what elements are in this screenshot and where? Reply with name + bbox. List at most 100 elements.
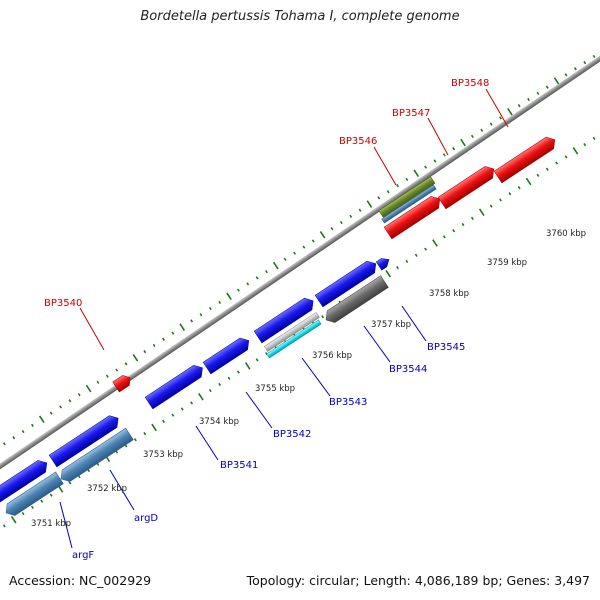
minor-tick xyxy=(12,436,16,440)
major-tick xyxy=(478,208,485,217)
scale-label-3760: 3760 kbp xyxy=(546,229,586,239)
gene-arrow[interactable] xyxy=(0,457,51,504)
minor-tick xyxy=(133,438,137,442)
major-tick xyxy=(38,415,45,424)
accession-label: Accession: NC_002929 xyxy=(9,573,152,588)
feature-silver[interactable] xyxy=(264,312,320,352)
gene-arrow-reverse[interactable] xyxy=(322,275,389,326)
gene-label-bp3540[interactable]: BP3540 xyxy=(44,298,82,309)
gene-arrow[interactable] xyxy=(253,295,317,344)
minor-tick xyxy=(255,276,259,280)
minor-tick xyxy=(452,229,456,233)
minor-tick xyxy=(592,136,596,141)
minor-tick xyxy=(124,362,128,366)
gene-arrow-reverse[interactable] xyxy=(2,471,64,519)
minor-tick xyxy=(461,222,465,227)
minor-tick xyxy=(77,393,81,397)
scale-label-3758: 3758 kbp xyxy=(429,289,469,299)
minor-tick xyxy=(162,419,165,423)
minor-tick xyxy=(321,315,325,319)
major-tick xyxy=(385,269,392,278)
minor-tick xyxy=(508,192,512,196)
minor-tick xyxy=(68,481,72,485)
minor-tick xyxy=(339,220,343,225)
gene-bp3546[interactable] xyxy=(383,193,444,240)
scale-label-3752: 3752 kbp xyxy=(87,484,127,494)
minor-tick xyxy=(489,204,493,208)
gene-arrow[interactable] xyxy=(144,362,206,410)
major-tick xyxy=(272,261,279,270)
minor-tick xyxy=(21,429,25,434)
gene-label-bp3543[interactable]: BP3543 xyxy=(329,397,367,408)
minor-tick xyxy=(31,505,34,510)
minor-tick xyxy=(517,104,521,108)
scale-label-3753: 3753 kbp xyxy=(143,450,183,460)
minor-tick xyxy=(424,165,428,169)
feature-olive[interactable] xyxy=(378,176,436,218)
minor-tick xyxy=(218,300,222,305)
gene-bp3540[interactable] xyxy=(112,373,134,393)
minor-tick xyxy=(143,431,147,436)
gene-bp3548[interactable] xyxy=(493,134,559,184)
minor-tick xyxy=(414,253,418,257)
gene-label-argf[interactable]: argF xyxy=(72,550,94,561)
major-tick xyxy=(413,169,420,178)
gene-label-bp3542[interactable]: BP3542 xyxy=(273,429,311,440)
major-tick xyxy=(553,77,560,85)
minor-tick xyxy=(405,259,409,264)
minor-tick xyxy=(564,73,568,77)
gene-bp3547[interactable] xyxy=(437,163,498,210)
minor-tick xyxy=(162,337,165,341)
feature-cyan[interactable] xyxy=(266,319,322,359)
minor-tick xyxy=(499,198,502,202)
minor-tick xyxy=(358,208,362,212)
major-tick xyxy=(179,323,186,331)
gene-arrow[interactable] xyxy=(375,255,392,271)
minor-tick xyxy=(236,288,240,292)
minor-tick xyxy=(68,399,72,403)
minor-tick xyxy=(31,423,34,428)
outer-tick-track xyxy=(2,54,596,446)
minor-tick xyxy=(396,265,399,270)
blue-leader-lines xyxy=(59,305,427,549)
minor-tick xyxy=(470,216,474,221)
minor-tick xyxy=(143,349,147,354)
minor-tick xyxy=(536,173,540,177)
minor-tick xyxy=(583,142,587,147)
scale-label-3759: 3759 kbp xyxy=(487,258,527,268)
gene-label-bp3547[interactable]: BP3547 xyxy=(392,108,430,119)
gene-arrow[interactable] xyxy=(314,258,380,308)
minor-tick xyxy=(255,358,259,362)
gene-label-bp3545[interactable]: BP3545 xyxy=(427,342,465,353)
major-tick xyxy=(460,138,466,147)
minor-tick xyxy=(2,524,6,528)
gene-arrow-reverse[interactable] xyxy=(57,427,134,485)
minor-tick xyxy=(527,97,530,102)
gene-label-bp3548[interactable]: BP3548 xyxy=(451,78,489,89)
minor-tick xyxy=(199,313,203,317)
minor-tick xyxy=(190,319,194,323)
gene-label-bp3541[interactable]: BP3541 xyxy=(220,460,258,471)
gene-label-bp3544[interactable]: BP3544 xyxy=(389,364,427,375)
major-tick xyxy=(10,515,17,524)
genome-backbone xyxy=(0,39,600,483)
major-tick xyxy=(525,177,532,186)
gene-label-argd[interactable]: argD xyxy=(134,513,158,524)
red-leader-lines xyxy=(79,88,509,351)
minor-tick xyxy=(424,247,428,251)
minor-tick xyxy=(49,411,53,415)
feature-steel[interactable] xyxy=(381,184,437,224)
minor-tick xyxy=(265,270,268,274)
minor-tick xyxy=(470,134,474,139)
minor-tick xyxy=(583,60,587,65)
gene-arrow[interactable] xyxy=(48,412,122,468)
gene-arrow[interactable] xyxy=(202,335,252,375)
minor-tick xyxy=(227,376,231,380)
minor-tick xyxy=(489,122,493,126)
gene-label-bp3546[interactable]: BP3546 xyxy=(339,136,377,147)
genome-summary: Topology: circular; Length: 4,086,189 bp… xyxy=(246,573,590,588)
minor-tick xyxy=(405,177,409,182)
major-tick xyxy=(151,423,157,432)
major-tick xyxy=(572,146,579,155)
